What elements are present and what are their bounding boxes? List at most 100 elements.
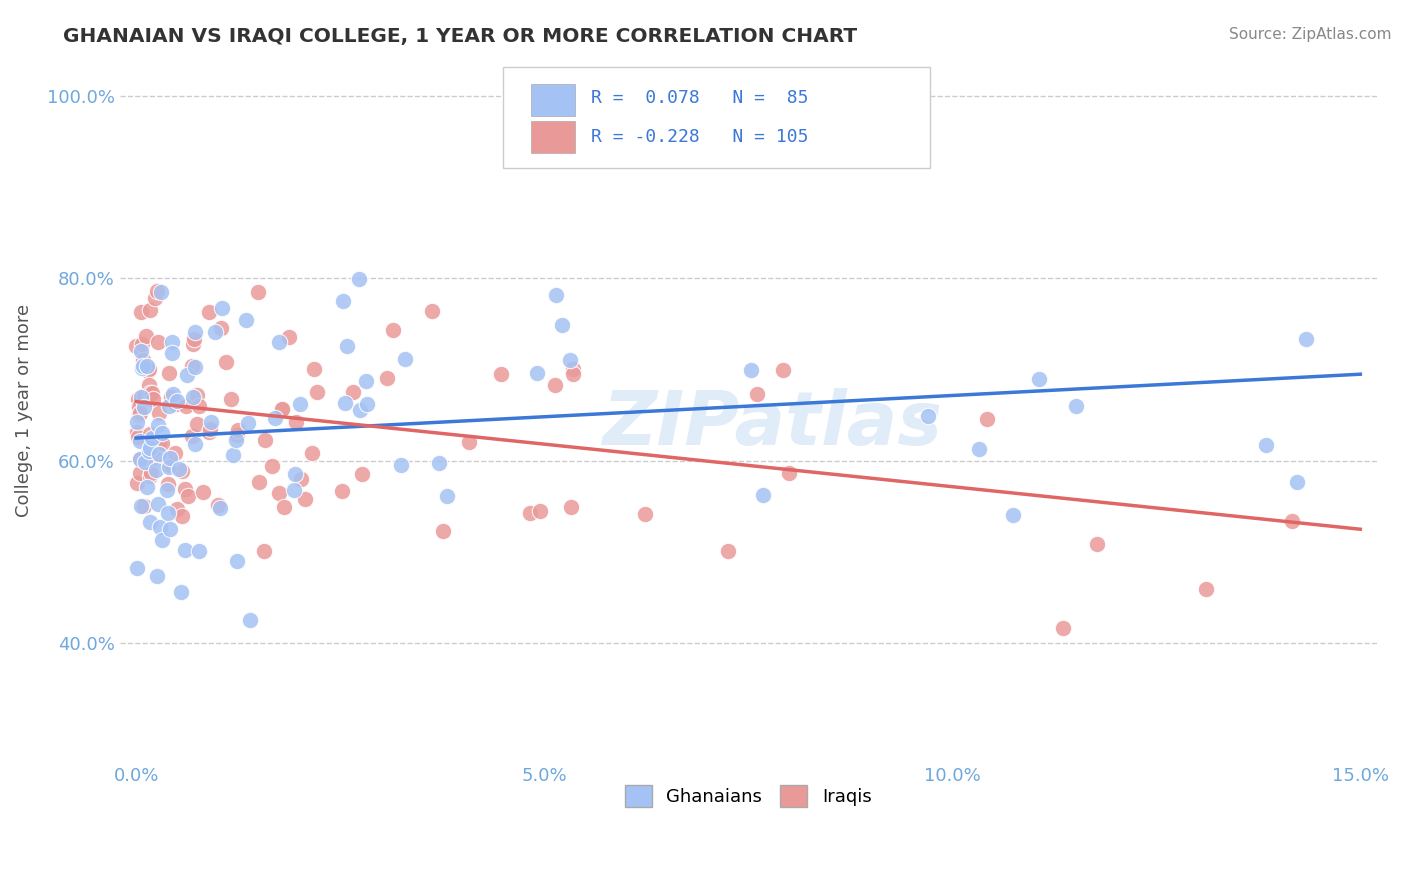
Point	[1195, 582, 1218, 596]
Point	[349, 403, 371, 417]
Point	[139, 302, 162, 317]
Point	[150, 425, 173, 440]
Point	[139, 441, 162, 455]
Point	[160, 346, 183, 360]
Text: GHANAIAN VS IRAQI COLLEGE, 1 YEAR OR MORE CORRELATION CHART: GHANAIAN VS IRAQI COLLEGE, 1 YEAR OR MOR…	[63, 27, 858, 45]
Point	[187, 399, 209, 413]
Point	[489, 367, 512, 381]
Point	[186, 417, 208, 432]
Point	[132, 500, 155, 514]
Point	[211, 301, 233, 315]
Point	[1254, 438, 1277, 452]
Point	[186, 387, 208, 401]
Point	[138, 444, 160, 458]
Point	[155, 454, 177, 468]
Point	[141, 431, 163, 445]
Point	[290, 472, 312, 486]
Point	[330, 484, 353, 499]
Point	[148, 497, 170, 511]
Point	[247, 285, 270, 300]
Point	[1052, 621, 1074, 635]
Point	[347, 272, 370, 286]
Point	[198, 422, 221, 436]
Point	[519, 507, 541, 521]
Point	[176, 368, 198, 382]
Point	[550, 318, 572, 332]
Point	[149, 520, 172, 534]
FancyBboxPatch shape	[530, 84, 575, 116]
Point	[427, 456, 450, 470]
Point	[159, 458, 181, 472]
Point	[128, 406, 150, 420]
Point	[136, 359, 159, 373]
Point	[562, 361, 585, 376]
Point	[1285, 475, 1308, 489]
Point	[181, 390, 204, 404]
Point	[129, 467, 152, 481]
Point	[160, 390, 183, 404]
Point	[155, 457, 177, 471]
Point	[125, 425, 148, 440]
Point	[529, 504, 551, 518]
Point	[143, 450, 166, 465]
Point	[136, 363, 159, 377]
Point	[157, 366, 180, 380]
Point	[131, 361, 153, 376]
Text: Source: ZipAtlas.com: Source: ZipAtlas.com	[1229, 27, 1392, 42]
Point	[129, 452, 152, 467]
Point	[262, 458, 284, 473]
Point	[634, 507, 657, 521]
Point	[209, 321, 232, 335]
Point	[160, 334, 183, 349]
Point	[560, 500, 582, 514]
Point	[170, 585, 193, 599]
Point	[717, 543, 740, 558]
Point	[142, 392, 165, 406]
Point	[284, 467, 307, 482]
Point	[139, 385, 162, 400]
Point	[432, 524, 454, 539]
Point	[129, 500, 152, 514]
Point	[149, 285, 172, 299]
Point	[458, 434, 481, 449]
Point	[157, 459, 180, 474]
Point	[127, 416, 149, 430]
Point	[166, 502, 188, 516]
Point	[236, 416, 259, 430]
Point	[193, 484, 215, 499]
Point	[167, 462, 190, 476]
Point	[127, 392, 149, 406]
Point	[150, 533, 173, 548]
FancyBboxPatch shape	[530, 121, 575, 153]
Point	[173, 543, 195, 558]
Point	[159, 522, 181, 536]
Text: ZIPatlas: ZIPatlas	[603, 388, 943, 461]
Point	[382, 323, 405, 337]
Point	[148, 405, 170, 419]
Point	[969, 442, 991, 456]
Point	[125, 339, 148, 353]
Point	[128, 409, 150, 423]
Point	[772, 363, 794, 377]
Point	[128, 434, 150, 448]
Point	[221, 392, 243, 406]
Point	[204, 325, 226, 339]
Point	[288, 397, 311, 411]
Legend: Ghanaians, Iraqis: Ghanaians, Iraqis	[616, 776, 880, 816]
Point	[745, 387, 768, 401]
Point	[543, 378, 565, 392]
Point	[170, 465, 193, 479]
Point	[183, 360, 205, 375]
Point	[145, 463, 167, 477]
Point	[436, 489, 458, 503]
Point	[253, 434, 276, 448]
Point	[176, 399, 198, 413]
Point	[389, 458, 412, 472]
Point	[180, 359, 202, 373]
Point	[125, 561, 148, 575]
Point	[305, 384, 328, 399]
Point	[131, 359, 153, 374]
Point	[162, 386, 184, 401]
Point	[226, 554, 249, 568]
Point	[284, 415, 307, 429]
